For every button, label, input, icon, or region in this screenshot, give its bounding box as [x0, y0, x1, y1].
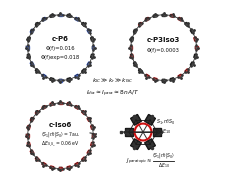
Polygon shape	[42, 105, 46, 109]
Polygon shape	[153, 14, 156, 17]
Polygon shape	[90, 125, 93, 129]
Text: $\Delta E_{10}$: $\Delta E_{10}$	[159, 127, 171, 136]
Text: $\langle S_1 | \hat{m} | S_0 \rangle$: $\langle S_1 | \hat{m} | S_0 \rangle$	[151, 152, 174, 161]
Polygon shape	[50, 14, 54, 17]
Polygon shape	[161, 14, 165, 16]
Polygon shape	[67, 78, 71, 81]
Polygon shape	[169, 78, 173, 81]
Polygon shape	[42, 74, 46, 78]
Polygon shape	[129, 46, 131, 49]
Polygon shape	[189, 29, 193, 33]
Polygon shape	[81, 69, 85, 73]
Polygon shape	[58, 102, 62, 104]
Polygon shape	[35, 69, 39, 73]
Polygon shape	[130, 139, 141, 149]
Polygon shape	[74, 17, 79, 21]
Text: Φ(f)exp=0.018: Φ(f)exp=0.018	[41, 55, 80, 60]
Polygon shape	[130, 54, 133, 58]
Polygon shape	[138, 69, 142, 73]
Polygon shape	[35, 157, 39, 161]
Polygon shape	[30, 29, 34, 33]
Polygon shape	[144, 139, 155, 149]
Polygon shape	[58, 14, 62, 16]
Polygon shape	[130, 37, 133, 41]
Polygon shape	[130, 115, 141, 125]
Polygon shape	[67, 102, 71, 106]
Polygon shape	[67, 166, 71, 169]
Polygon shape	[169, 14, 173, 17]
Polygon shape	[184, 69, 188, 73]
Polygon shape	[27, 37, 30, 41]
Polygon shape	[144, 17, 149, 21]
Polygon shape	[30, 117, 34, 121]
Polygon shape	[144, 115, 155, 125]
Polygon shape	[87, 117, 90, 121]
Polygon shape	[133, 62, 137, 66]
Polygon shape	[153, 78, 156, 81]
Polygon shape	[87, 150, 90, 154]
Polygon shape	[177, 74, 181, 78]
Polygon shape	[193, 54, 196, 58]
Polygon shape	[189, 62, 193, 66]
Polygon shape	[92, 46, 94, 49]
Polygon shape	[124, 128, 132, 136]
Polygon shape	[161, 79, 165, 82]
Text: $\Delta E_{10}$: $\Delta E_{10}$	[157, 161, 169, 170]
Polygon shape	[87, 62, 90, 66]
Polygon shape	[81, 157, 85, 161]
Text: c-Iso6: c-Iso6	[49, 122, 72, 129]
Polygon shape	[50, 166, 54, 169]
Polygon shape	[26, 134, 29, 137]
Text: $\langle S_1 | \hat{m} | S_0 \rangle = 7\,\mathrm{au.}$: $\langle S_1 | \hat{m} | S_0 \rangle = 7…	[40, 130, 80, 140]
Text: $I_{dia} \approx I_{para} \approx 8nA/T$: $I_{dia} \approx I_{para} \approx 8nA/T$	[86, 88, 139, 99]
Polygon shape	[74, 105, 79, 109]
Polygon shape	[92, 134, 94, 137]
Polygon shape	[144, 74, 149, 78]
Polygon shape	[50, 78, 54, 81]
Polygon shape	[26, 46, 29, 49]
Polygon shape	[58, 79, 62, 82]
Polygon shape	[90, 54, 93, 58]
Polygon shape	[42, 162, 46, 166]
Polygon shape	[35, 111, 39, 115]
Polygon shape	[90, 142, 93, 146]
Polygon shape	[30, 62, 34, 66]
Polygon shape	[153, 128, 160, 136]
Polygon shape	[74, 74, 79, 78]
Polygon shape	[27, 142, 30, 146]
Text: Φ(f)=0.016: Φ(f)=0.016	[45, 46, 75, 51]
Text: $\Delta E_{S_1 S_0} = 0.06\,\mathrm{eV}$: $\Delta E_{S_1 S_0} = 0.06\,\mathrm{eV}$	[41, 139, 79, 149]
Polygon shape	[177, 17, 181, 21]
Text: Φ(f)=0.0003: Φ(f)=0.0003	[146, 48, 179, 53]
Polygon shape	[133, 29, 137, 33]
Polygon shape	[67, 14, 71, 17]
Polygon shape	[35, 22, 39, 26]
Polygon shape	[193, 37, 196, 41]
Text: $S_1, \hat{m} S_0$: $S_1, \hat{m} S_0$	[155, 118, 175, 127]
Text: c-P3Iso3: c-P3Iso3	[146, 37, 180, 43]
Polygon shape	[194, 46, 197, 49]
Polygon shape	[81, 22, 85, 26]
Polygon shape	[81, 111, 85, 115]
Polygon shape	[50, 102, 54, 106]
Text: c-P6: c-P6	[52, 36, 69, 42]
Polygon shape	[27, 125, 30, 129]
Text: $k_{IC} \gg k_r \gg k_{ISC}$: $k_{IC} \gg k_r \gg k_{ISC}$	[92, 76, 133, 85]
Polygon shape	[90, 37, 93, 41]
Polygon shape	[42, 17, 46, 21]
Polygon shape	[74, 162, 79, 166]
Polygon shape	[30, 150, 34, 154]
Polygon shape	[184, 22, 188, 26]
Polygon shape	[27, 54, 30, 58]
Polygon shape	[87, 29, 90, 33]
Polygon shape	[138, 22, 142, 26]
Polygon shape	[58, 167, 62, 170]
Text: $J_{paratopic} \approx$: $J_{paratopic} \approx$	[125, 157, 152, 167]
